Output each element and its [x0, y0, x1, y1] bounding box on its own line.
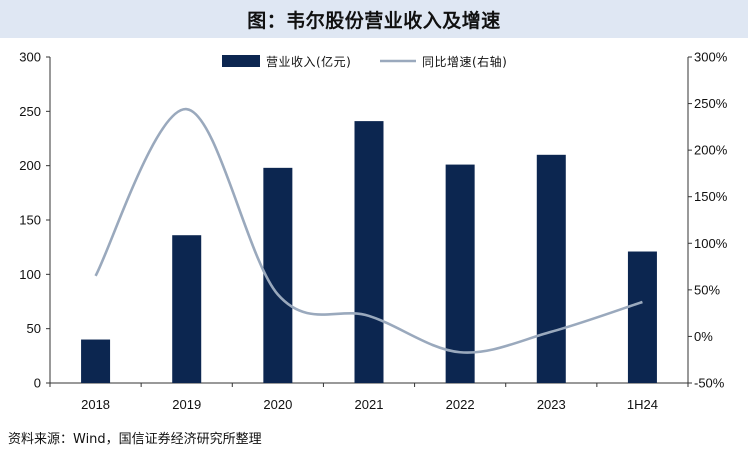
right-tick-label: 100%: [694, 236, 728, 251]
left-tick-label: 150: [19, 213, 41, 228]
right-tick-label: 50%: [694, 282, 720, 297]
chart-title: 图：韦尔股份营业收入及增速: [247, 9, 501, 32]
title-bar: 图：韦尔股份营业收入及增速: [0, 0, 748, 38]
x-tick-label: 1H24: [627, 397, 658, 412]
x-tick-label: 2018: [81, 397, 110, 412]
left-tick-label: 50: [27, 321, 41, 336]
legend-line-label: 同比增速(右轴): [422, 54, 507, 69]
chart-area: 0 50 100 150 200 250 300 -50% 0% 50% 100% 150% 200% 2…: [19, 50, 728, 413]
right-tick-label: -50%: [694, 376, 725, 391]
legend-bar-swatch: [222, 55, 260, 67]
right-tick-label: 0%: [694, 329, 713, 344]
left-tick-label: 250: [19, 104, 41, 119]
revenue-bar: [81, 339, 111, 383]
left-tick-label: 200: [19, 158, 41, 173]
right-tick-label: 300%: [694, 50, 728, 65]
revenue-bar: [536, 154, 566, 383]
x-tick-label: 2023: [537, 397, 566, 412]
left-tick-label: 100: [19, 267, 41, 282]
revenue-bar: [627, 251, 657, 383]
left-tick-label: 300: [19, 50, 41, 65]
revenue-bar: [172, 235, 202, 383]
revenue-bar: [263, 167, 293, 383]
revenue-bar: [445, 164, 475, 383]
x-tick-label: 2022: [446, 397, 475, 412]
right-tick-label: 200%: [694, 143, 728, 158]
source-note: 资料来源：Wind，国信证券经济研究所整理: [8, 432, 262, 447]
x-tick-label: 2021: [355, 397, 384, 412]
revenue-bar: [354, 121, 384, 383]
x-tick-label: 2019: [172, 397, 201, 412]
left-tick-label: 0: [34, 376, 41, 391]
legend-bar-label: 营业收入(亿元): [266, 54, 351, 69]
x-tick-label: 2020: [263, 397, 292, 412]
right-tick-label: 250%: [694, 96, 728, 111]
growth-line: [94, 107, 643, 354]
right-tick-label: 150%: [694, 189, 728, 204]
